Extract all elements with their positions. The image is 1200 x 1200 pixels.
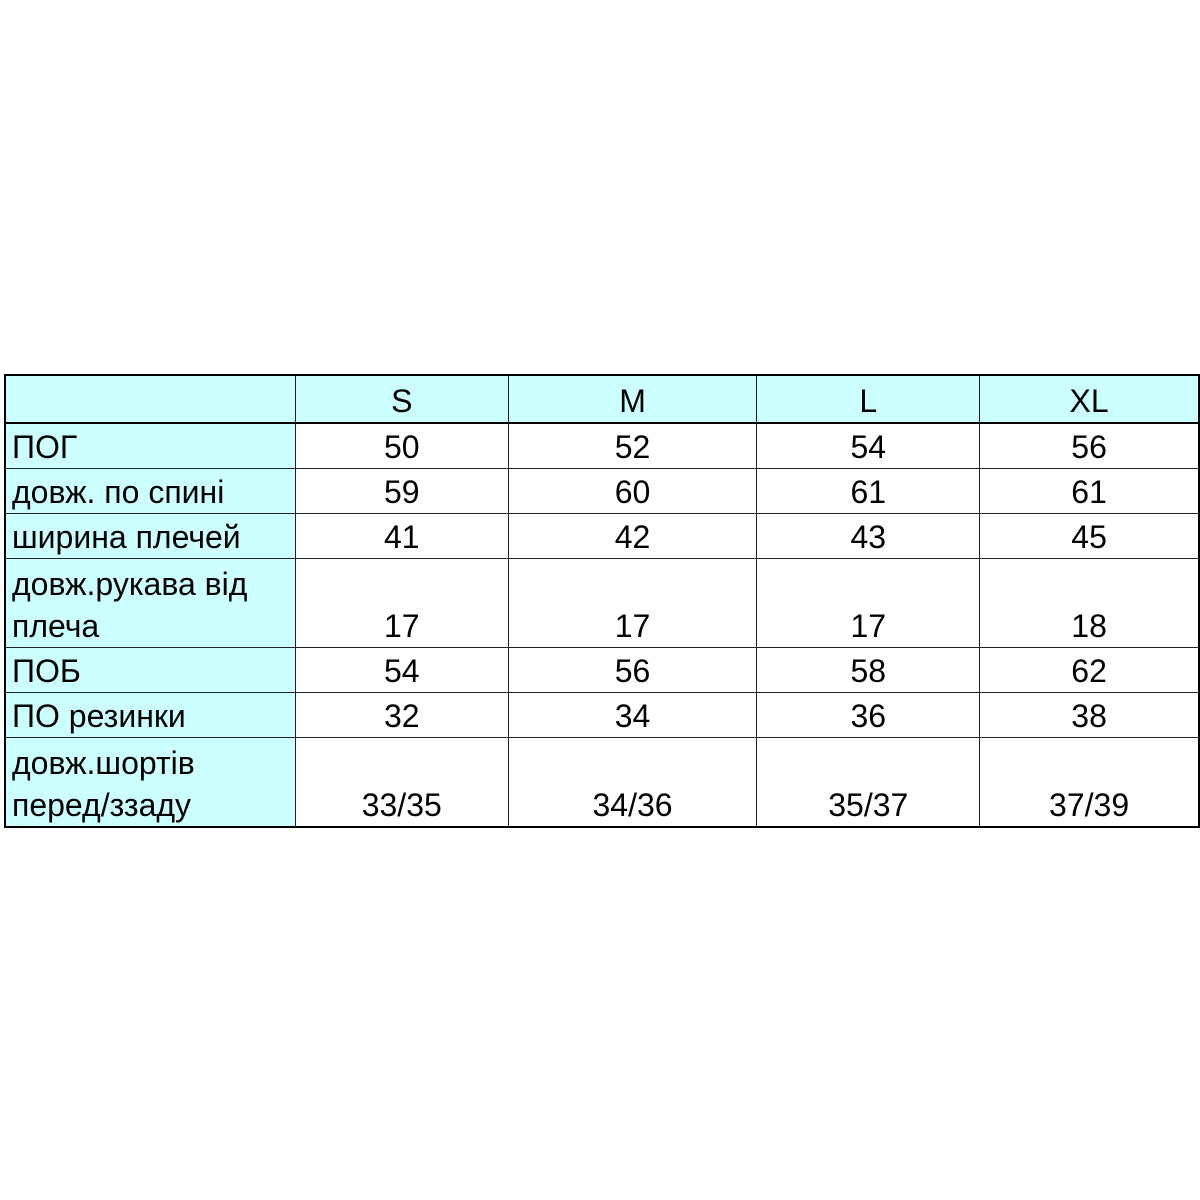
table-cell: 38 (979, 692, 1200, 738)
table-cell: 37/39 (979, 737, 1200, 828)
header-size-l: L (756, 374, 981, 424)
header-size-xl: XL (979, 374, 1200, 424)
table-cell: 17 (294, 558, 509, 648)
table-cell: 18 (979, 558, 1200, 648)
size-chart-table: S M L XL ПОГ 50 52 54 56 довж. по спині 59 60 61… (4, 374, 1200, 828)
table-cell: 45 (979, 513, 1200, 559)
table-cell: 52 (507, 422, 758, 469)
table-cell: 41 (294, 513, 509, 559)
table-cell: 34/36 (507, 737, 758, 828)
row-label: ширина плечей (4, 513, 296, 559)
table-cell: 60 (507, 468, 758, 514)
table-cell: 43 (756, 513, 981, 559)
table-row: ПО резинки 32 34 36 38 (4, 692, 1200, 738)
header-size-s: S (294, 374, 509, 424)
table-cell: 58 (756, 647, 981, 693)
table-row: ПОГ 50 52 54 56 (4, 422, 1200, 469)
table-row: ПОБ 54 56 58 62 (4, 647, 1200, 693)
table-cell: 56 (979, 422, 1200, 469)
table-cell: 33/35 (294, 737, 509, 828)
table-cell: 54 (756, 422, 981, 469)
table-row: довж. по спині 59 60 61 61 (4, 468, 1200, 514)
table-row: довж.шортів перед/ззаду 33/35 34/36 35/37 37… (4, 737, 1200, 828)
table-cell: 36 (756, 692, 981, 738)
table-cell: 35/37 (756, 737, 981, 828)
size-chart-body: S M L XL ПОГ 50 52 54 56 довж. по спині 59 60 61… (4, 374, 1200, 828)
table-row: ширина плечей 41 42 43 45 (4, 513, 1200, 559)
table-cell: 62 (979, 647, 1200, 693)
row-label: довж.шортів перед/ззаду (4, 737, 296, 828)
header-corner-cell (4, 374, 296, 424)
table-cell: 17 (756, 558, 981, 648)
row-label: ПОГ (4, 422, 296, 469)
header-size-m: M (507, 374, 758, 424)
row-label: ПО резинки (4, 692, 296, 738)
table-row: довж.рукава від плеча 17 17 17 18 (4, 558, 1200, 648)
table-cell: 50 (294, 422, 509, 469)
table-cell: 17 (507, 558, 758, 648)
row-label: довж. по спині (4, 468, 296, 514)
row-label: ПОБ (4, 647, 296, 693)
table-cell: 59 (294, 468, 509, 514)
row-label: довж.рукава від плеча (4, 558, 296, 648)
table-cell: 32 (294, 692, 509, 738)
table-cell: 34 (507, 692, 758, 738)
table-cell: 56 (507, 647, 758, 693)
table-cell: 54 (294, 647, 509, 693)
header-row: S M L XL (4, 374, 1200, 424)
table-cell: 61 (979, 468, 1200, 514)
table-cell: 42 (507, 513, 758, 559)
table-cell: 61 (756, 468, 981, 514)
